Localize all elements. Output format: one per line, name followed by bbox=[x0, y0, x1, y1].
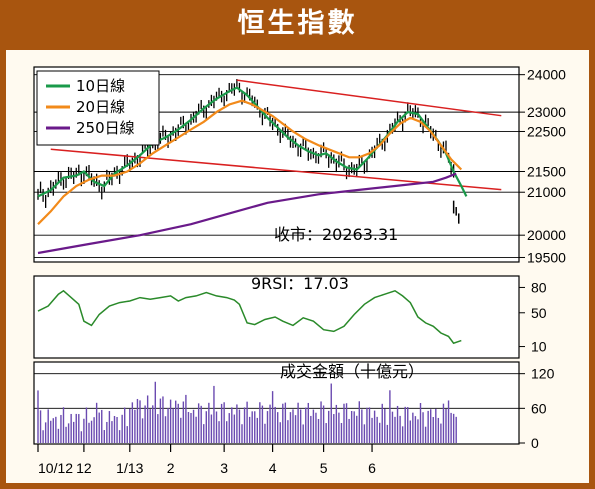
rsi-label: 9RSI：17.03 bbox=[251, 274, 349, 293]
chart-title: 恒生指數 bbox=[237, 8, 358, 39]
volume-bars bbox=[37, 381, 457, 443]
legend-label: 250日線 bbox=[76, 119, 135, 137]
price-tick-label: 20000 bbox=[527, 227, 566, 243]
price-tick-label: 21500 bbox=[527, 164, 566, 180]
volume-label: 成交金額（十億元） bbox=[280, 362, 424, 381]
x-tick-label: 12 bbox=[76, 460, 92, 476]
x-tick-label: 2 bbox=[167, 460, 175, 476]
price-tick-label: 22500 bbox=[527, 123, 566, 139]
x-tick-label: 1/13 bbox=[116, 460, 143, 476]
rsi-tick-label: 10 bbox=[531, 339, 547, 355]
trend-line bbox=[236, 79, 502, 117]
volume-tick-label: 0 bbox=[531, 435, 539, 451]
x-tick-label: 10/12 bbox=[38, 460, 73, 476]
legend-label: 20日線 bbox=[76, 98, 125, 116]
ma-line bbox=[37, 99, 463, 225]
hang-seng-chart: 19500 20000 21000 21500 22500 23000 24000 10日線 2… bbox=[33, 66, 566, 476]
rsi-line bbox=[37, 289, 462, 345]
x-tick-label: 6 bbox=[368, 460, 376, 476]
close-annotation: 收市：20263.31 bbox=[274, 225, 398, 244]
price-tick-label: 19500 bbox=[527, 249, 566, 265]
ma-line bbox=[37, 172, 457, 255]
x-tick-label: 3 bbox=[220, 460, 228, 476]
x-tick-label: 4 bbox=[269, 460, 277, 476]
rsi-tick-label: 80 bbox=[531, 279, 547, 295]
x-tick-label: 5 bbox=[320, 460, 328, 476]
legend: 10日線 20日線 250日線 bbox=[36, 70, 160, 146]
volume-tick-label: 120 bbox=[531, 366, 555, 382]
chart-panel: 19500 20000 21000 21500 22500 23000 24000 10日線 2… bbox=[6, 50, 589, 483]
legend-label: 10日線 bbox=[76, 77, 125, 95]
price-tick-label: 24000 bbox=[527, 67, 566, 83]
price-tick-label: 23000 bbox=[527, 104, 566, 120]
volume-tick-label: 60 bbox=[531, 400, 547, 416]
rsi-tick-label: 50 bbox=[531, 305, 547, 321]
price-tick-label: 21000 bbox=[527, 184, 566, 200]
